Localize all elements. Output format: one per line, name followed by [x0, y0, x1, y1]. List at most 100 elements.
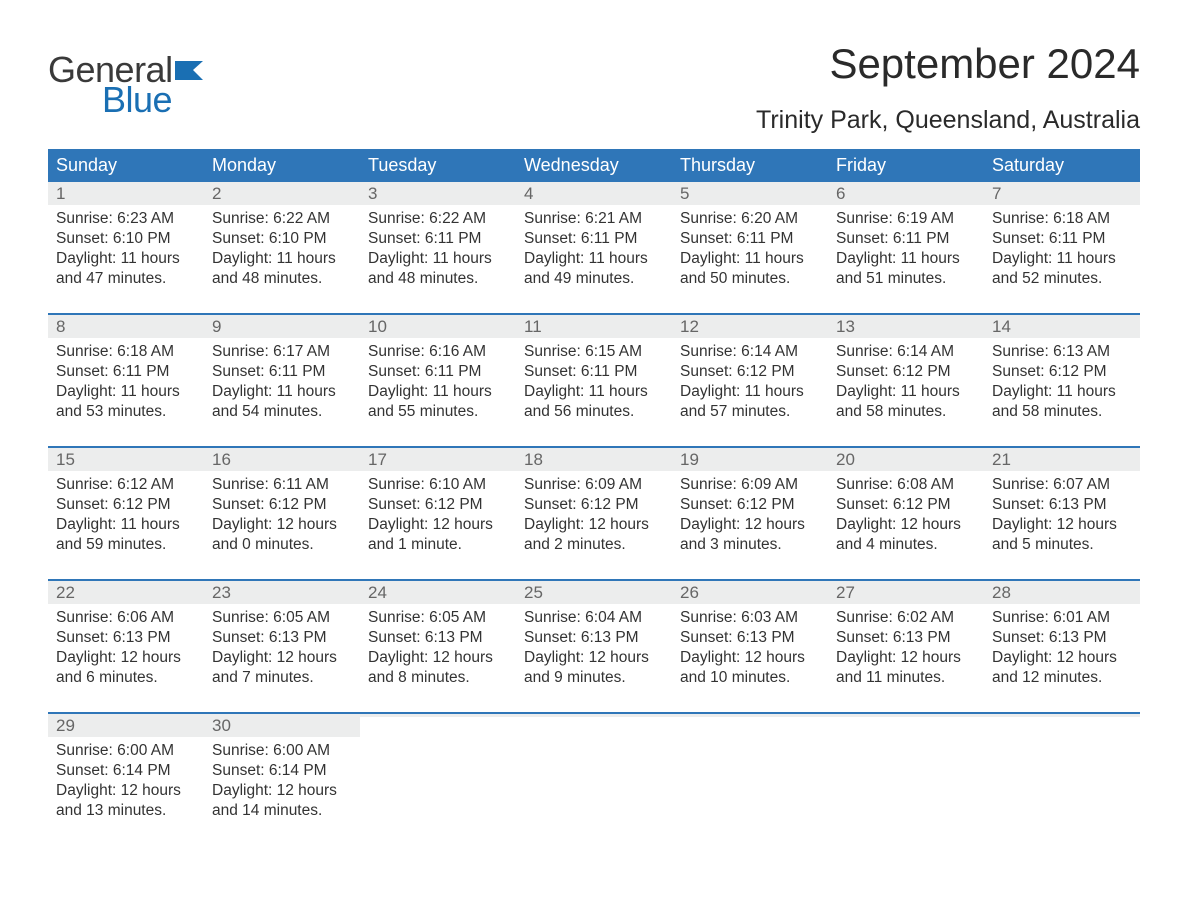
day-number-strip: 3	[360, 182, 516, 205]
sunset-line: Sunset: 6:12 PM	[680, 362, 820, 382]
sunset-line: Sunset: 6:11 PM	[524, 229, 664, 249]
calendar-header-row: SundayMondayTuesdayWednesdayThursdayFrid…	[48, 149, 1140, 182]
daylight-line-1: Daylight: 11 hours	[212, 382, 352, 402]
calendar-day: 11Sunrise: 6:15 AMSunset: 6:11 PMDayligh…	[516, 315, 672, 434]
calendar-day: 15Sunrise: 6:12 AMSunset: 6:12 PMDayligh…	[48, 448, 204, 567]
sunrise-line: Sunrise: 6:09 AM	[524, 475, 664, 495]
day-body: Sunrise: 6:04 AMSunset: 6:13 PMDaylight:…	[516, 604, 672, 700]
calendar-weeks: 1Sunrise: 6:23 AMSunset: 6:10 PMDaylight…	[48, 182, 1140, 833]
day-number: 17	[368, 450, 387, 469]
day-header: Friday	[828, 149, 984, 182]
day-number-strip: 22	[48, 581, 204, 604]
calendar-week: 29Sunrise: 6:00 AMSunset: 6:14 PMDayligh…	[48, 712, 1140, 833]
daylight-line-1: Daylight: 11 hours	[56, 249, 196, 269]
daylight-line-1: Daylight: 11 hours	[836, 382, 976, 402]
sunrise-line: Sunrise: 6:18 AM	[56, 342, 196, 362]
day-number: 15	[56, 450, 75, 469]
daylight-line-2: and 56 minutes.	[524, 402, 664, 422]
daylight-line-1: Daylight: 11 hours	[680, 249, 820, 269]
daylight-line-1: Daylight: 12 hours	[524, 648, 664, 668]
calendar-day: 26Sunrise: 6:03 AMSunset: 6:13 PMDayligh…	[672, 581, 828, 700]
sunrise-line: Sunrise: 6:04 AM	[524, 608, 664, 628]
day-number-strip: 24	[360, 581, 516, 604]
daylight-line-1: Daylight: 11 hours	[368, 249, 508, 269]
daylight-line-1: Daylight: 11 hours	[680, 382, 820, 402]
sunset-line: Sunset: 6:11 PM	[524, 362, 664, 382]
day-number: 8	[56, 317, 65, 336]
day-body: Sunrise: 6:20 AMSunset: 6:11 PMDaylight:…	[672, 205, 828, 301]
sunrise-line: Sunrise: 6:20 AM	[680, 209, 820, 229]
calendar-day: 1Sunrise: 6:23 AMSunset: 6:10 PMDaylight…	[48, 182, 204, 301]
calendar-day: 6Sunrise: 6:19 AMSunset: 6:11 PMDaylight…	[828, 182, 984, 301]
calendar-day: 25Sunrise: 6:04 AMSunset: 6:13 PMDayligh…	[516, 581, 672, 700]
day-body: Sunrise: 6:22 AMSunset: 6:10 PMDaylight:…	[204, 205, 360, 301]
sunrise-line: Sunrise: 6:05 AM	[212, 608, 352, 628]
day-number-strip: 8	[48, 315, 204, 338]
day-number: 23	[212, 583, 231, 602]
daylight-line-2: and 54 minutes.	[212, 402, 352, 422]
calendar-day: 30Sunrise: 6:00 AMSunset: 6:14 PMDayligh…	[204, 714, 360, 833]
daylight-line-1: Daylight: 12 hours	[836, 648, 976, 668]
day-number-strip: 30	[204, 714, 360, 737]
calendar-day: 13Sunrise: 6:14 AMSunset: 6:12 PMDayligh…	[828, 315, 984, 434]
day-number: 10	[368, 317, 387, 336]
day-number: 5	[680, 184, 689, 203]
location: Trinity Park, Queensland, Australia	[756, 106, 1140, 135]
day-body: Sunrise: 6:00 AMSunset: 6:14 PMDaylight:…	[48, 737, 204, 833]
calendar-day: 24 Sunrise: 6:05 AMSunset: 6:13 PMDayligh…	[360, 581, 516, 700]
header: General Blue September 2024 Trinity Park…	[48, 40, 1140, 135]
sunset-line: Sunset: 6:10 PM	[56, 229, 196, 249]
sunrise-line: Sunrise: 6:17 AM	[212, 342, 352, 362]
day-number: 3	[368, 184, 377, 203]
sunrise-line: Sunrise: 6:19 AM	[836, 209, 976, 229]
sunrise-line: Sunrise: 6:18 AM	[992, 209, 1132, 229]
day-number: 9	[212, 317, 221, 336]
daylight-line-1: Daylight: 11 hours	[992, 382, 1132, 402]
day-number-strip	[984, 714, 1140, 717]
daylight-line-1: Daylight: 12 hours	[524, 515, 664, 535]
daylight-line-2: and 51 minutes.	[836, 269, 976, 289]
daylight-line-1: Daylight: 11 hours	[56, 515, 196, 535]
day-number-strip: 6	[828, 182, 984, 205]
day-body: Sunrise: 6:22 AMSunset: 6:11 PMDaylight:…	[360, 205, 516, 301]
daylight-line-1: Daylight: 12 hours	[368, 648, 508, 668]
daylight-line-2: and 10 minutes.	[680, 668, 820, 688]
brand-logo: General Blue	[48, 40, 209, 118]
daylight-line-1: Daylight: 11 hours	[524, 382, 664, 402]
day-number-strip: 28	[984, 581, 1140, 604]
sunset-line: Sunset: 6:12 PM	[368, 495, 508, 515]
daylight-line-1: Daylight: 11 hours	[56, 382, 196, 402]
day-body: Sunrise: 6:11 AMSunset: 6:12 PMDaylight:…	[204, 471, 360, 567]
day-number-strip: 10	[360, 315, 516, 338]
day-number-strip: 29	[48, 714, 204, 737]
day-number: 4	[524, 184, 533, 203]
day-number: 12	[680, 317, 699, 336]
daylight-line-2: and 58 minutes.	[836, 402, 976, 422]
calendar-day: 7Sunrise: 6:18 AMSunset: 6:11 PMDaylight…	[984, 182, 1140, 301]
day-body: Sunrise: 6:14 AMSunset: 6:12 PMDaylight:…	[672, 338, 828, 434]
daylight-line-2: and 52 minutes.	[992, 269, 1132, 289]
day-body: Sunrise: 6:03 AMSunset: 6:13 PMDaylight:…	[672, 604, 828, 700]
day-number-strip: 12	[672, 315, 828, 338]
daylight-line-2: and 11 minutes.	[836, 668, 976, 688]
calendar-day: 23 Sunrise: 6:05 AMSunset: 6:13 PMDayligh…	[204, 581, 360, 700]
day-body: Sunrise: 6:01 AMSunset: 6:13 PMDaylight:…	[984, 604, 1140, 700]
calendar-day	[360, 714, 516, 833]
daylight-line-1: Daylight: 12 hours	[680, 515, 820, 535]
daylight-line-2: and 6 minutes.	[56, 668, 196, 688]
day-body: Sunrise: 6:16 AMSunset: 6:11 PMDaylight:…	[360, 338, 516, 434]
calendar-day: 14Sunrise: 6:13 AMSunset: 6:12 PMDayligh…	[984, 315, 1140, 434]
day-number-strip: 9	[204, 315, 360, 338]
sunrise-line: Sunrise: 6:21 AM	[524, 209, 664, 229]
daylight-line-1: Daylight: 12 hours	[56, 648, 196, 668]
day-number: 2	[212, 184, 221, 203]
day-number: 22	[56, 583, 75, 602]
day-body: Sunrise: 6:05 AMSunset: 6:13 PMDaylight:…	[204, 604, 360, 700]
sunset-line: Sunset: 6:13 PM	[368, 628, 508, 648]
day-body: Sunrise: 6:13 AMSunset: 6:12 PMDaylight:…	[984, 338, 1140, 434]
daylight-line-2: and 49 minutes.	[524, 269, 664, 289]
daylight-line-1: Daylight: 12 hours	[212, 515, 352, 535]
sunrise-line: Sunrise: 6:05 AM	[368, 608, 508, 628]
sunrise-line: Sunrise: 6:00 AM	[212, 741, 352, 761]
sunset-line: Sunset: 6:12 PM	[680, 495, 820, 515]
